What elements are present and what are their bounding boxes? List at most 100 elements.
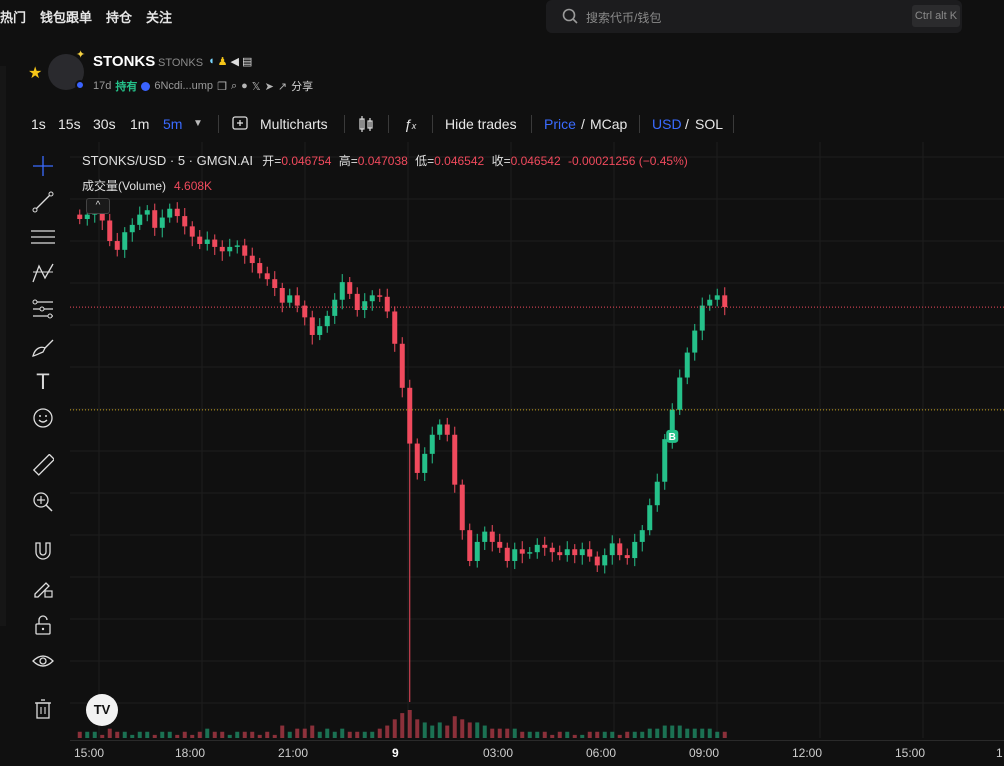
star-icon[interactable]: ★ [28,65,43,82]
magnet-icon[interactable] [24,536,62,566]
zoom-in-icon[interactable] [24,487,62,517]
volume-bar [100,734,105,738]
candle-body [212,239,218,247]
legend-open: 0.046754 [281,154,332,168]
token-age: 17d [93,80,112,92]
fib-icon[interactable] [24,294,62,324]
candle-body [684,352,690,378]
trendline-icon[interactable] [24,187,62,217]
brush-icon[interactable] [24,332,62,362]
chevron-down-icon[interactable]: ▼ [193,118,203,129]
candle-body [669,409,675,440]
multicharts-button[interactable]: Multicharts [260,116,328,132]
candle-body [294,295,300,306]
candle-body [564,549,570,556]
volume-bar [325,728,330,738]
copy-icon[interactable]: ❐ [217,80,227,93]
share-button[interactable]: 分享 [291,81,314,93]
slash-divider: / [685,116,689,132]
candle-body [654,481,660,506]
volume-bar [512,728,517,738]
candle-body [302,305,308,318]
candle-body [152,210,158,228]
candle-body [609,543,615,556]
timeframe-15s[interactable]: 15s [58,116,81,132]
horizontal-lines-icon[interactable] [24,222,62,252]
telegram-icon[interactable]: ➤ [264,80,274,93]
tradingview-logo[interactable]: TV [86,694,118,726]
volume-bar [632,731,637,738]
candle-body [422,453,428,473]
candle-body [189,226,195,237]
candle-body [219,246,225,252]
volume-bar [130,734,135,738]
candle-body [617,543,623,556]
x-tick: 18:00 [175,746,206,760]
plus-box-icon[interactable] [232,115,248,134]
volume-bar [535,731,540,738]
x-tick: 06:00 [586,746,617,760]
time-axis[interactable]: 15:00 18:00 21:00 9 03:00 06:00 09:00 12… [70,740,1004,766]
timeframe-5m[interactable]: 5m [163,116,183,132]
pill-icon: ◖ [208,55,215,67]
pump-icon[interactable]: ● [241,80,248,92]
candles-icon[interactable] [358,115,374,136]
volume-legend: 成交量(Volume) 4.608K [82,177,212,194]
nav-positions[interactable]: 持仓 [106,9,133,25]
volume-value: 4.608K [174,179,213,193]
unlock-icon[interactable] [24,610,62,640]
usd-toggle[interactable]: USD [652,116,682,132]
price-chart[interactable]: B [70,142,1004,738]
candle-body [399,343,405,388]
candle-body [519,549,525,554]
emoji-icon[interactable] [24,403,62,433]
x-icon[interactable]: 𝕏 [251,80,261,93]
timeframe-1s[interactable]: 1s [31,116,46,132]
volume-bar [302,728,307,738]
candle-body [482,531,488,542]
token-address[interactable]: 6Ncdi...ump [154,80,214,92]
lock-drawing-icon[interactable] [24,573,62,603]
timeframe-30s[interactable]: 30s [93,116,116,132]
megaphone-icon: ◀ [230,56,239,68]
collapse-legend-button[interactable]: ^ [86,198,110,214]
volume-bar [715,731,720,738]
nav-following[interactable]: 关注 [146,9,173,25]
people-icon: ♟ [217,56,228,68]
candlestick-chart[interactable]: B [70,142,1004,738]
candle-body [227,246,233,252]
volume-bar [257,734,262,738]
text-icon[interactable]: T [36,369,50,394]
volume-bar [505,728,510,738]
search-icon[interactable]: ⌕ [230,79,238,92]
volume-bar [347,731,352,738]
volume-bar [430,725,435,738]
volume-bar [107,728,112,738]
price-toggle[interactable]: Price [544,116,576,132]
sol-toggle[interactable]: SOL [695,116,724,132]
search-bar[interactable]: 搜索代币/钱包 Ctrl alt K [546,0,962,33]
candle-body [137,214,143,225]
trash-icon[interactable] [24,694,62,724]
volume-bar [527,731,532,738]
legend-close-label: 收= [491,154,511,168]
indicators-icon[interactable]: ƒx [404,116,417,132]
volume-bar [377,728,382,738]
toolbar-divider [344,115,345,133]
hide-trades-button[interactable]: Hide trades [445,116,517,132]
volume-bar [77,731,82,738]
candle-body [497,541,503,548]
crosshair-icon[interactable] [24,151,62,181]
holding-label[interactable]: 持有 [115,81,138,93]
candle-body [692,330,698,353]
mcap-toggle[interactable]: MCap [590,116,628,132]
eye-icon[interactable] [24,646,62,676]
nav-copy-trade[interactable]: 钱包跟单 [40,9,93,25]
ruler-icon[interactable] [24,450,62,480]
timeframe-1m[interactable]: 1m [130,116,150,132]
pattern-icon[interactable] [24,258,62,288]
volume-bar [407,710,412,738]
candle-body [234,245,240,247]
external-link-icon[interactable]: ↗ [277,80,288,93]
nav-hot[interactable]: 热门 [0,9,27,25]
